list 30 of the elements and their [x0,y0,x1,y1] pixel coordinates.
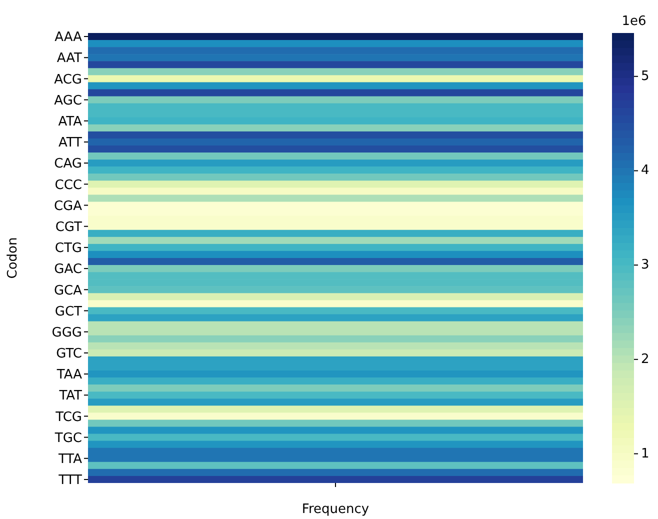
color-bar-label: 5 [641,68,650,84]
y-tick-label: GTC [56,346,82,362]
x-axis-title: Frequency [302,502,370,517]
y-tick-label: GCA [54,283,82,298]
text: 1e6 [622,14,646,29]
y-tick-label: CTG [54,241,82,256]
color-bar-label: 2 [641,352,650,367]
y-tick-label: TTA [57,452,82,468]
y-tick-label: TAA [56,368,82,383]
y-tick-label: AAT [56,51,82,66]
y-tick-label: TGC [54,430,82,446]
y-tick-label: ATT [58,136,82,151]
y-tick-label: TAT [58,388,82,404]
color-bar-label: 1 [641,446,650,462]
y-tick-label: GCT [54,304,82,320]
y-tick-label: GAC [54,262,82,278]
y-tick-label: TCG [54,410,82,425]
y-tick-label: AAA [54,30,82,46]
y-tick-label: ATA [58,114,82,130]
color-bar-label: 3 [641,258,650,273]
y-tick-label: AGC [54,93,82,108]
y-tick-label: GGG [52,325,82,340]
y-tick-label: ACG [54,72,82,88]
color-bar-label: 4 [641,163,650,178]
y-tick-label: CCC [54,178,82,193]
y-tick-label: TTT [58,473,82,488]
y-tick-label: CGT [55,220,82,235]
y-axis-title: Codon [6,237,21,279]
y-tick-label: CGA [54,198,82,214]
y-tick-label: CAG [54,156,82,172]
